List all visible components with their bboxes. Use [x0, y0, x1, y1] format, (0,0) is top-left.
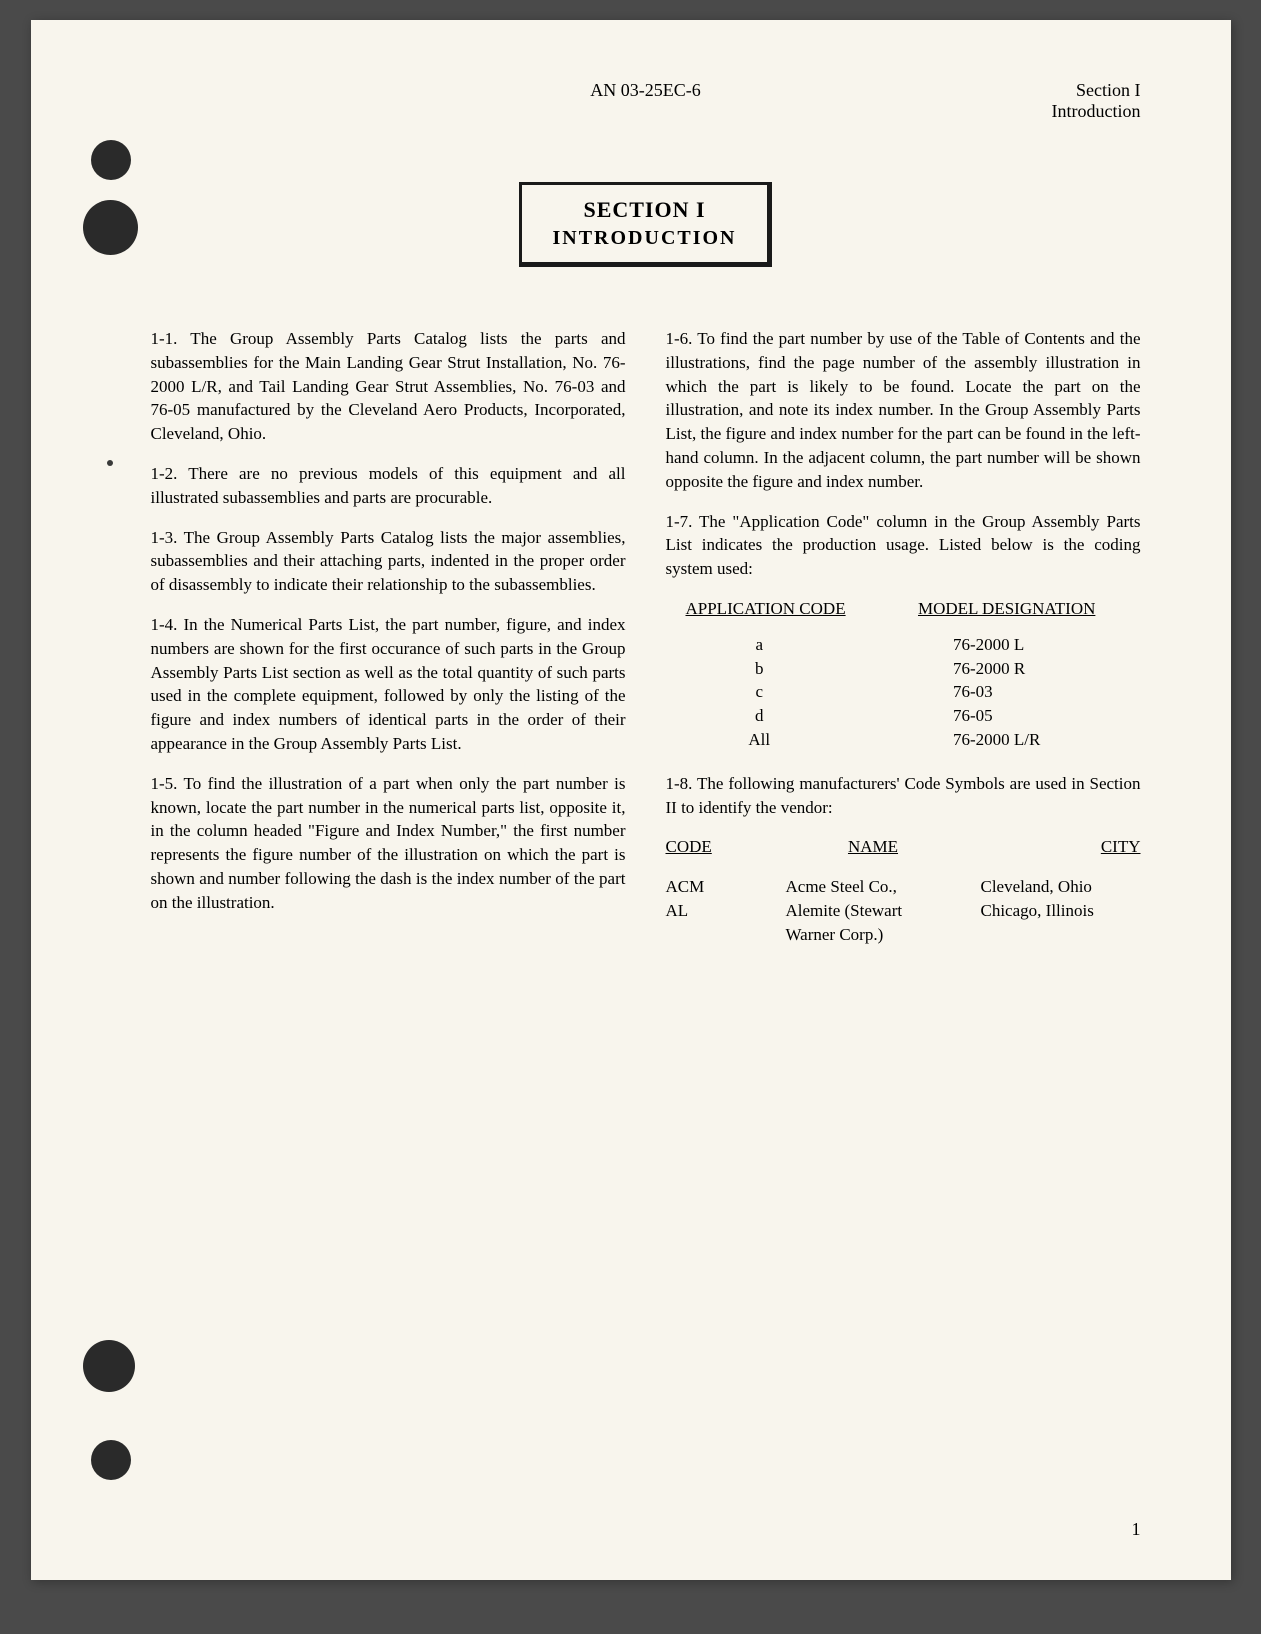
paragraph-1-2: 1-2. There are no previous models of thi… [151, 462, 626, 510]
app-header-code: APPLICATION CODE [666, 597, 909, 621]
header-doc-number: AN 03-25EC-6 [481, 80, 811, 122]
header-left [151, 80, 481, 122]
header-section-info: Section I Introduction [811, 80, 1141, 122]
vendor-code-cell [666, 923, 766, 947]
vendor-name-cell: Acme Steel Co., [766, 875, 981, 899]
vendor-table-row: Warner Corp.) [666, 923, 1141, 947]
vendor-table-row: ACM Acme Steel Co., Cleveland, Ohio [666, 875, 1141, 899]
paragraph-1-6: 1-6. To find the part number by use of t… [666, 327, 1141, 494]
page-number: 1 [1132, 1519, 1141, 1540]
content-area: 1-1. The Group Assembly Parts Catalog li… [151, 327, 1141, 947]
page-header: AN 03-25EC-6 Section I Introduction [151, 80, 1141, 122]
vendor-name-cell: Warner Corp.) [766, 923, 981, 947]
app-header-model: MODEL DESIGNATION [908, 597, 1141, 621]
document-page: AN 03-25EC-6 Section I Introduction SECT… [31, 20, 1231, 1580]
app-model-cell: 76-03 [913, 680, 1141, 704]
vendor-header-code: CODE [666, 835, 766, 859]
header-section-number: Section I [811, 80, 1141, 101]
app-model-cell: 76-2000 L [913, 633, 1141, 657]
punch-hole [83, 1340, 135, 1392]
punch-hole [83, 200, 138, 255]
app-code-cell: a [666, 633, 914, 657]
app-code-cell: d [666, 704, 914, 728]
app-table-row: b 76-2000 R [666, 657, 1141, 681]
app-model-cell: 76-05 [913, 704, 1141, 728]
app-code-cell: c [666, 680, 914, 704]
section-number: SECTION I [552, 197, 736, 223]
header-section-name: Introduction [811, 101, 1141, 122]
paragraph-1-5: 1-5. To find the illustration of a part … [151, 772, 626, 915]
app-table-row: a 76-2000 L [666, 633, 1141, 657]
punch-hole [91, 140, 131, 180]
vendor-table-row: AL Alemite (Stewart Chicago, Illinois [666, 899, 1141, 923]
vendor-name-cell: Alemite (Stewart [766, 899, 981, 923]
left-column: 1-1. The Group Assembly Parts Catalog li… [151, 327, 626, 947]
vendor-city-cell [981, 923, 1141, 947]
vendor-code-cell: ACM [666, 875, 766, 899]
paragraph-1-8: 1-8. The following manufacturers' Code S… [666, 772, 1141, 820]
paragraph-1-4: 1-4. In the Numerical Parts List, the pa… [151, 613, 626, 756]
punch-hole [91, 1440, 131, 1480]
vendor-city-cell: Cleveland, Ohio [981, 875, 1141, 899]
paragraph-1-1: 1-1. The Group Assembly Parts Catalog li… [151, 327, 626, 446]
paragraph-1-3: 1-3. The Group Assembly Parts Catalog li… [151, 526, 626, 597]
application-code-table: APPLICATION CODE MODEL DESIGNATION a 76-… [666, 597, 1141, 752]
vendor-city-cell: Chicago, Illinois [981, 899, 1141, 923]
app-code-cell: b [666, 657, 914, 681]
vendor-code-table: CODE NAME CITY ACM Acme Steel Co., Cleve… [666, 835, 1141, 946]
mark-dot [107, 460, 113, 466]
paragraph-1-7: 1-7. The "Application Code" column in th… [666, 510, 1141, 581]
app-model-cell: 76-2000 L/R [913, 728, 1141, 752]
app-table-row: d 76-05 [666, 704, 1141, 728]
vendor-table-header: CODE NAME CITY [666, 835, 1141, 859]
right-column: 1-6. To find the part number by use of t… [666, 327, 1141, 947]
app-table-row: All 76-2000 L/R [666, 728, 1141, 752]
app-code-cell: All [666, 728, 914, 752]
section-title-box: SECTION I INTRODUCTION [519, 182, 771, 267]
vendor-header-city: CITY [981, 835, 1141, 859]
app-table-row: c 76-03 [666, 680, 1141, 704]
app-model-cell: 76-2000 R [913, 657, 1141, 681]
section-title: INTRODUCTION [552, 227, 736, 250]
vendor-code-cell: AL [666, 899, 766, 923]
app-table-header: APPLICATION CODE MODEL DESIGNATION [666, 597, 1141, 621]
vendor-header-name: NAME [766, 835, 981, 859]
